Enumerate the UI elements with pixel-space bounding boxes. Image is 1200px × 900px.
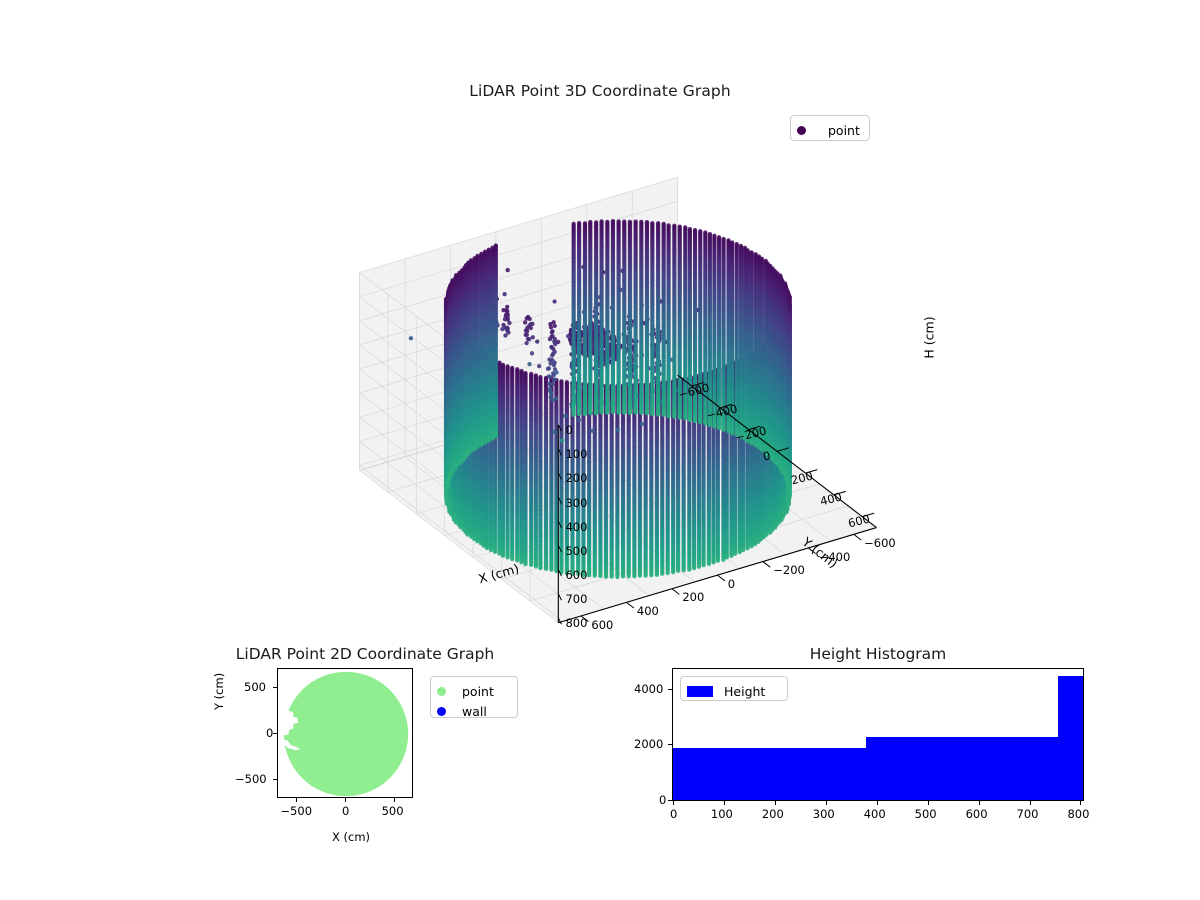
legend-label-height: Height [724, 683, 766, 699]
plot3d-tick-label: 800 [565, 616, 588, 631]
axis-tick-mark [345, 798, 346, 802]
histogram-xtick-label: 500 [914, 807, 937, 821]
plot2d-ytick-label: −500 [235, 772, 267, 787]
plot3d-tick-label: 300 [565, 495, 588, 510]
plot3d-pointcloud [300, 150, 920, 630]
histogram-bar [673, 747, 866, 800]
plot3d-tick-label: 400 [565, 519, 588, 534]
plot2d-legend: point wall [430, 676, 518, 721]
plot2d-scatter [278, 669, 412, 797]
histogram-xtick-label: 400 [863, 807, 886, 821]
axis-tick-mark [393, 798, 395, 802]
histogram-xtick-label: 300 [812, 807, 835, 821]
legend-label-point: point [828, 122, 860, 138]
axis-tick-mark [668, 800, 672, 801]
axis-tick-mark [273, 686, 277, 688]
plot3d-legend: point [790, 115, 870, 141]
legend-label-point: point [462, 683, 494, 699]
axis-tick-mark [723, 801, 725, 805]
plot3d-axes[interactable]: −600 −400 −200 0 200 400 600 −600 −400 −200 0 200 40… [300, 150, 920, 632]
axis-tick-mark [825, 801, 827, 805]
histogram-xtick-label: 0 [670, 807, 678, 821]
axis-tick-mark [774, 801, 776, 805]
plot3d-title: LiDAR Point 3D Coordinate Graph [469, 82, 731, 100]
axis-tick-mark [668, 744, 672, 746]
histogram-ytick-label: 0 [659, 793, 667, 807]
histogram-ytick-label: 2000 [634, 737, 664, 752]
histogram-ytick-label: 4000 [634, 681, 664, 696]
plot2d-xtick-label: 500 [381, 804, 404, 818]
histogram-legend: Height [680, 676, 788, 701]
histogram-xtick-label: 600 [965, 807, 988, 821]
plot3d-tick-label: 100 [565, 447, 588, 462]
legend-label-wall: wall [462, 703, 487, 719]
plot3d-zaxis-label: H (cm) [921, 316, 937, 359]
axis-tick-mark [927, 801, 929, 805]
plot2d-yaxis-label: Y (cm) [212, 672, 226, 710]
plot3d-tick-label: −400 [818, 549, 851, 564]
axis-tick-mark [673, 801, 674, 805]
plot3d-tick-label: 600 [591, 617, 614, 632]
plot2d-xtick-label: −500 [280, 804, 313, 818]
point-marker-icon [437, 686, 446, 696]
point-marker-icon [797, 125, 806, 135]
axis-tick-mark [1029, 801, 1031, 805]
plot3d-tick-label: 200 [565, 471, 588, 486]
plot2d-xaxis-label: X (cm) [332, 830, 371, 844]
legend-item-wall: wall [437, 701, 511, 721]
histogram-xtick-label: 100 [710, 807, 733, 821]
histogram-xtick-label: 700 [1016, 807, 1039, 821]
wall-marker-icon [437, 706, 446, 716]
axis-tick-mark [1080, 801, 1082, 805]
legend-item-point: point [797, 120, 863, 140]
plot3d-tick-label: 600 [565, 567, 588, 582]
plot3d-tick-label: 0 [727, 576, 736, 591]
axis-tick-mark [876, 801, 878, 805]
histogram-title: Height Histogram [809, 645, 947, 663]
plot2d-xtick-label: 0 [342, 804, 350, 818]
plot3d-tick-label: 400 [636, 604, 659, 618]
axis-tick-mark [296, 798, 298, 802]
axis-tick-mark [273, 779, 277, 781]
axis-tick-mark [668, 688, 672, 690]
axis-tick-mark [978, 801, 980, 805]
plot3d-tick-label: 200 [682, 590, 705, 605]
legend-item-point: point [437, 681, 511, 701]
plot3d-tick-label: −200 [773, 563, 805, 578]
histogram-xtick-label: 200 [761, 807, 784, 821]
plot3d-tick-label: −600 [864, 535, 896, 550]
plot3d-tick-label: 0 [565, 423, 573, 438]
plot2d-title: LiDAR Point 2D Coordinate Graph [235, 645, 495, 663]
plot3d-tick-label: 500 [565, 543, 588, 558]
plot3d-tick-label: 700 [565, 592, 588, 607]
histogram-bar [865, 737, 1058, 800]
height-swatch-icon [687, 685, 713, 697]
histogram-bar [1057, 675, 1083, 800]
plot2d-ytick-label: 0 [266, 726, 274, 740]
plot2d-axes[interactable] [277, 668, 413, 798]
axis-tick-mark [273, 733, 277, 734]
legend-item-height: Height [687, 681, 781, 701]
plot2d-ytick-label: 500 [244, 679, 266, 694]
histogram-xtick-label: 800 [1067, 807, 1090, 821]
